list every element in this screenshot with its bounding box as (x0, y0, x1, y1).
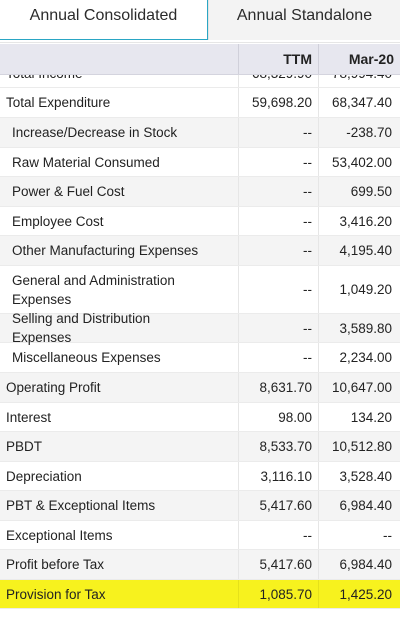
tab-annual-consolidated[interactable]: Annual Consolidated (0, 0, 208, 40)
cell-ttm: 3,116.10 (238, 462, 316, 490)
cell-ttm: -- (238, 521, 316, 549)
statement-tabs: Annual Consolidated Annual Standalone (0, 0, 400, 43)
row-label: PBT & Exceptional Items (6, 498, 156, 513)
cell-ttm: -- (238, 177, 316, 206)
cell-mar-20: 699.50 (318, 177, 400, 206)
table-row: Raw Material Consumed -- 53,402.00 (0, 148, 400, 177)
cell-ttm: -- (238, 207, 316, 235)
cell-mar-20: 3,589.80 (318, 314, 400, 342)
table-row: Power & Fuel Cost -- 699.50 (0, 177, 400, 207)
table-header: TTM Mar-20 (0, 44, 400, 75)
cell-mar-20: 6,984.40 (318, 491, 400, 520)
table-body: Total Income68,329.9078,994.40Total Expe… (0, 60, 400, 609)
cell-mar-20: 134.20 (318, 403, 400, 431)
cell-mar-20: 68,347.40 (318, 88, 400, 117)
table-row: Increase/Decrease in Stock -- -238.70 (0, 118, 400, 148)
cell-ttm: -- (238, 266, 316, 313)
table-row: Exceptional Items -- -- (0, 521, 400, 550)
row-label: Interest (6, 409, 52, 425)
table-row: Interest 98.00 134.20 (0, 403, 400, 432)
row-label: Depreciation (6, 468, 82, 484)
table-row: Operating Profit 8,631.70 10,647.00 (0, 373, 400, 403)
cell-ttm: 59,698.20 (238, 88, 316, 117)
cell-ttm: 8,631.70 (238, 373, 316, 402)
cell-ttm: 5,417.60 (238, 491, 316, 520)
table-row: PBT & Exceptional Items 5,417.60 6,984.40 (0, 491, 400, 521)
row-label: Operating Profit (6, 380, 101, 395)
cell-mar-20: 1,425.20 (318, 580, 400, 608)
table-row: Provision for Tax 1,085.70 1,425.20 (0, 580, 400, 609)
cell-ttm: -- (238, 148, 316, 176)
cell-mar-20: 3,416.20 (318, 207, 400, 235)
financials-table: TTM Mar-20 Total Income68,329.9078,994.4… (0, 44, 400, 617)
cell-mar-20: 10,512.80 (318, 432, 400, 461)
cell-ttm: 8,533.70 (238, 432, 316, 461)
cell-mar-20: 2,234.00 (318, 343, 400, 372)
table-row: Miscellaneous Expenses -- 2,234.00 (0, 343, 400, 373)
row-label: Employee Cost (12, 213, 104, 229)
table-row: Total Expenditure 59,698.20 68,347.40 (0, 88, 400, 118)
cell-mar-20: -- (318, 521, 400, 549)
row-label: Raw Material Consumed (12, 154, 160, 170)
cell-ttm: -- (238, 314, 316, 342)
row-label: Miscellaneous Expenses (12, 350, 161, 365)
row-label: PBDT (6, 439, 43, 454)
row-label: General and Administration Expenses (12, 272, 175, 307)
cell-mar-20: 10,647.00 (318, 373, 400, 402)
table-row: PBDT 8,533.70 10,512.80 (0, 432, 400, 462)
row-label: Other Manufacturing Expenses (12, 243, 199, 258)
row-label: Provision for Tax (6, 586, 106, 602)
cell-mar-20: -238.70 (318, 118, 400, 147)
cell-ttm: 5,417.60 (238, 550, 316, 579)
cell-ttm: -- (238, 236, 316, 265)
table-row: Profit before Tax 5,417.60 6,984.40 (0, 550, 400, 580)
cell-ttm: -- (238, 343, 316, 372)
cell-mar-20: 6,984.40 (318, 550, 400, 579)
cell-ttm: -- (238, 118, 316, 147)
row-label: Profit before Tax (6, 557, 105, 572)
cell-mar-20: 3,528.40 (318, 462, 400, 490)
column-header-ttm: TTM (238, 44, 316, 74)
table-row: Other Manufacturing Expenses -- 4,195.40 (0, 236, 400, 266)
table-row: Employee Cost -- 3,416.20 (0, 207, 400, 236)
tab-annual-standalone[interactable]: Annual Standalone (208, 0, 400, 40)
row-label: Power & Fuel Cost (12, 184, 125, 199)
cell-ttm: 1,085.70 (238, 580, 316, 608)
cell-ttm: 98.00 (238, 403, 316, 431)
row-label: Selling and Distribution Expenses (12, 311, 151, 345)
cell-mar-20: 4,195.40 (318, 236, 400, 265)
row-label: Total Expenditure (6, 95, 111, 110)
cell-mar-20: 1,049.20 (318, 266, 400, 313)
row-label: Exceptional Items (6, 527, 113, 543)
row-label: Increase/Decrease in Stock (12, 125, 178, 140)
table-row: Depreciation 3,116.10 3,528.40 (0, 462, 400, 491)
table-row: General and Administration Expenses -- 1,0… (0, 266, 400, 314)
cell-mar-20: 53,402.00 (318, 148, 400, 176)
column-header-mar-20: Mar-20 (318, 44, 400, 74)
table-row: Selling and Distribution Expenses -- 3,589… (0, 311, 400, 345)
